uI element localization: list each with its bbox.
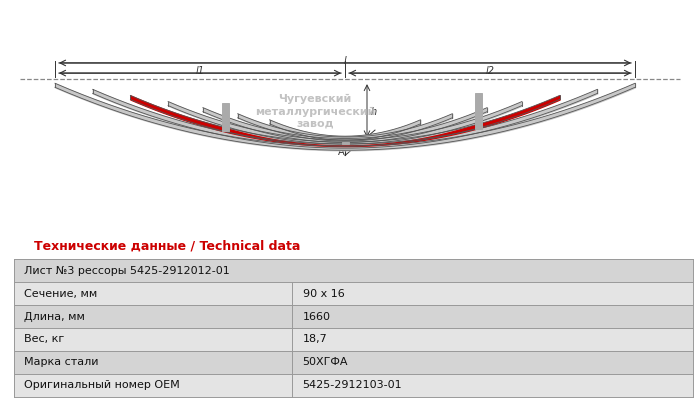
Bar — [221, 103, 228, 131]
Text: l: l — [344, 56, 346, 66]
Bar — [14, 328, 693, 351]
Text: Марка стали: Марка стали — [25, 357, 99, 367]
Text: 50ХГФА: 50ХГФА — [302, 357, 348, 367]
Text: Длина, мм: Длина, мм — [25, 311, 85, 322]
Bar — [342, 142, 349, 144]
Text: Вес, кг: Вес, кг — [25, 334, 64, 344]
Text: Лист №3 рессоры 5425-2912012-01: Лист №3 рессоры 5425-2912012-01 — [25, 266, 230, 276]
Text: h: h — [371, 107, 377, 117]
Bar — [14, 351, 693, 374]
Text: Оригинальный номер ОЕМ: Оригинальный номер ОЕМ — [25, 380, 180, 390]
Text: Технические данные / Technical data: Технические данные / Technical data — [34, 239, 301, 252]
Bar — [14, 305, 693, 328]
Text: 5425-2912103-01: 5425-2912103-01 — [302, 380, 402, 390]
Bar — [475, 93, 482, 129]
Text: 90 х 16: 90 х 16 — [302, 289, 344, 299]
Text: Сечение, мм: Сечение, мм — [25, 289, 97, 299]
Text: 1660: 1660 — [302, 311, 330, 322]
Text: завод: завод — [296, 119, 334, 129]
Bar — [14, 259, 693, 282]
Text: металлургический: металлургический — [255, 106, 375, 117]
Bar — [14, 282, 693, 305]
Bar — [14, 374, 693, 397]
Text: A: A — [337, 148, 344, 158]
Text: 18,7: 18,7 — [302, 334, 328, 344]
Text: l2: l2 — [486, 66, 494, 76]
Text: l1: l1 — [195, 66, 204, 76]
Text: Чугуевский: Чугуевский — [279, 94, 351, 104]
